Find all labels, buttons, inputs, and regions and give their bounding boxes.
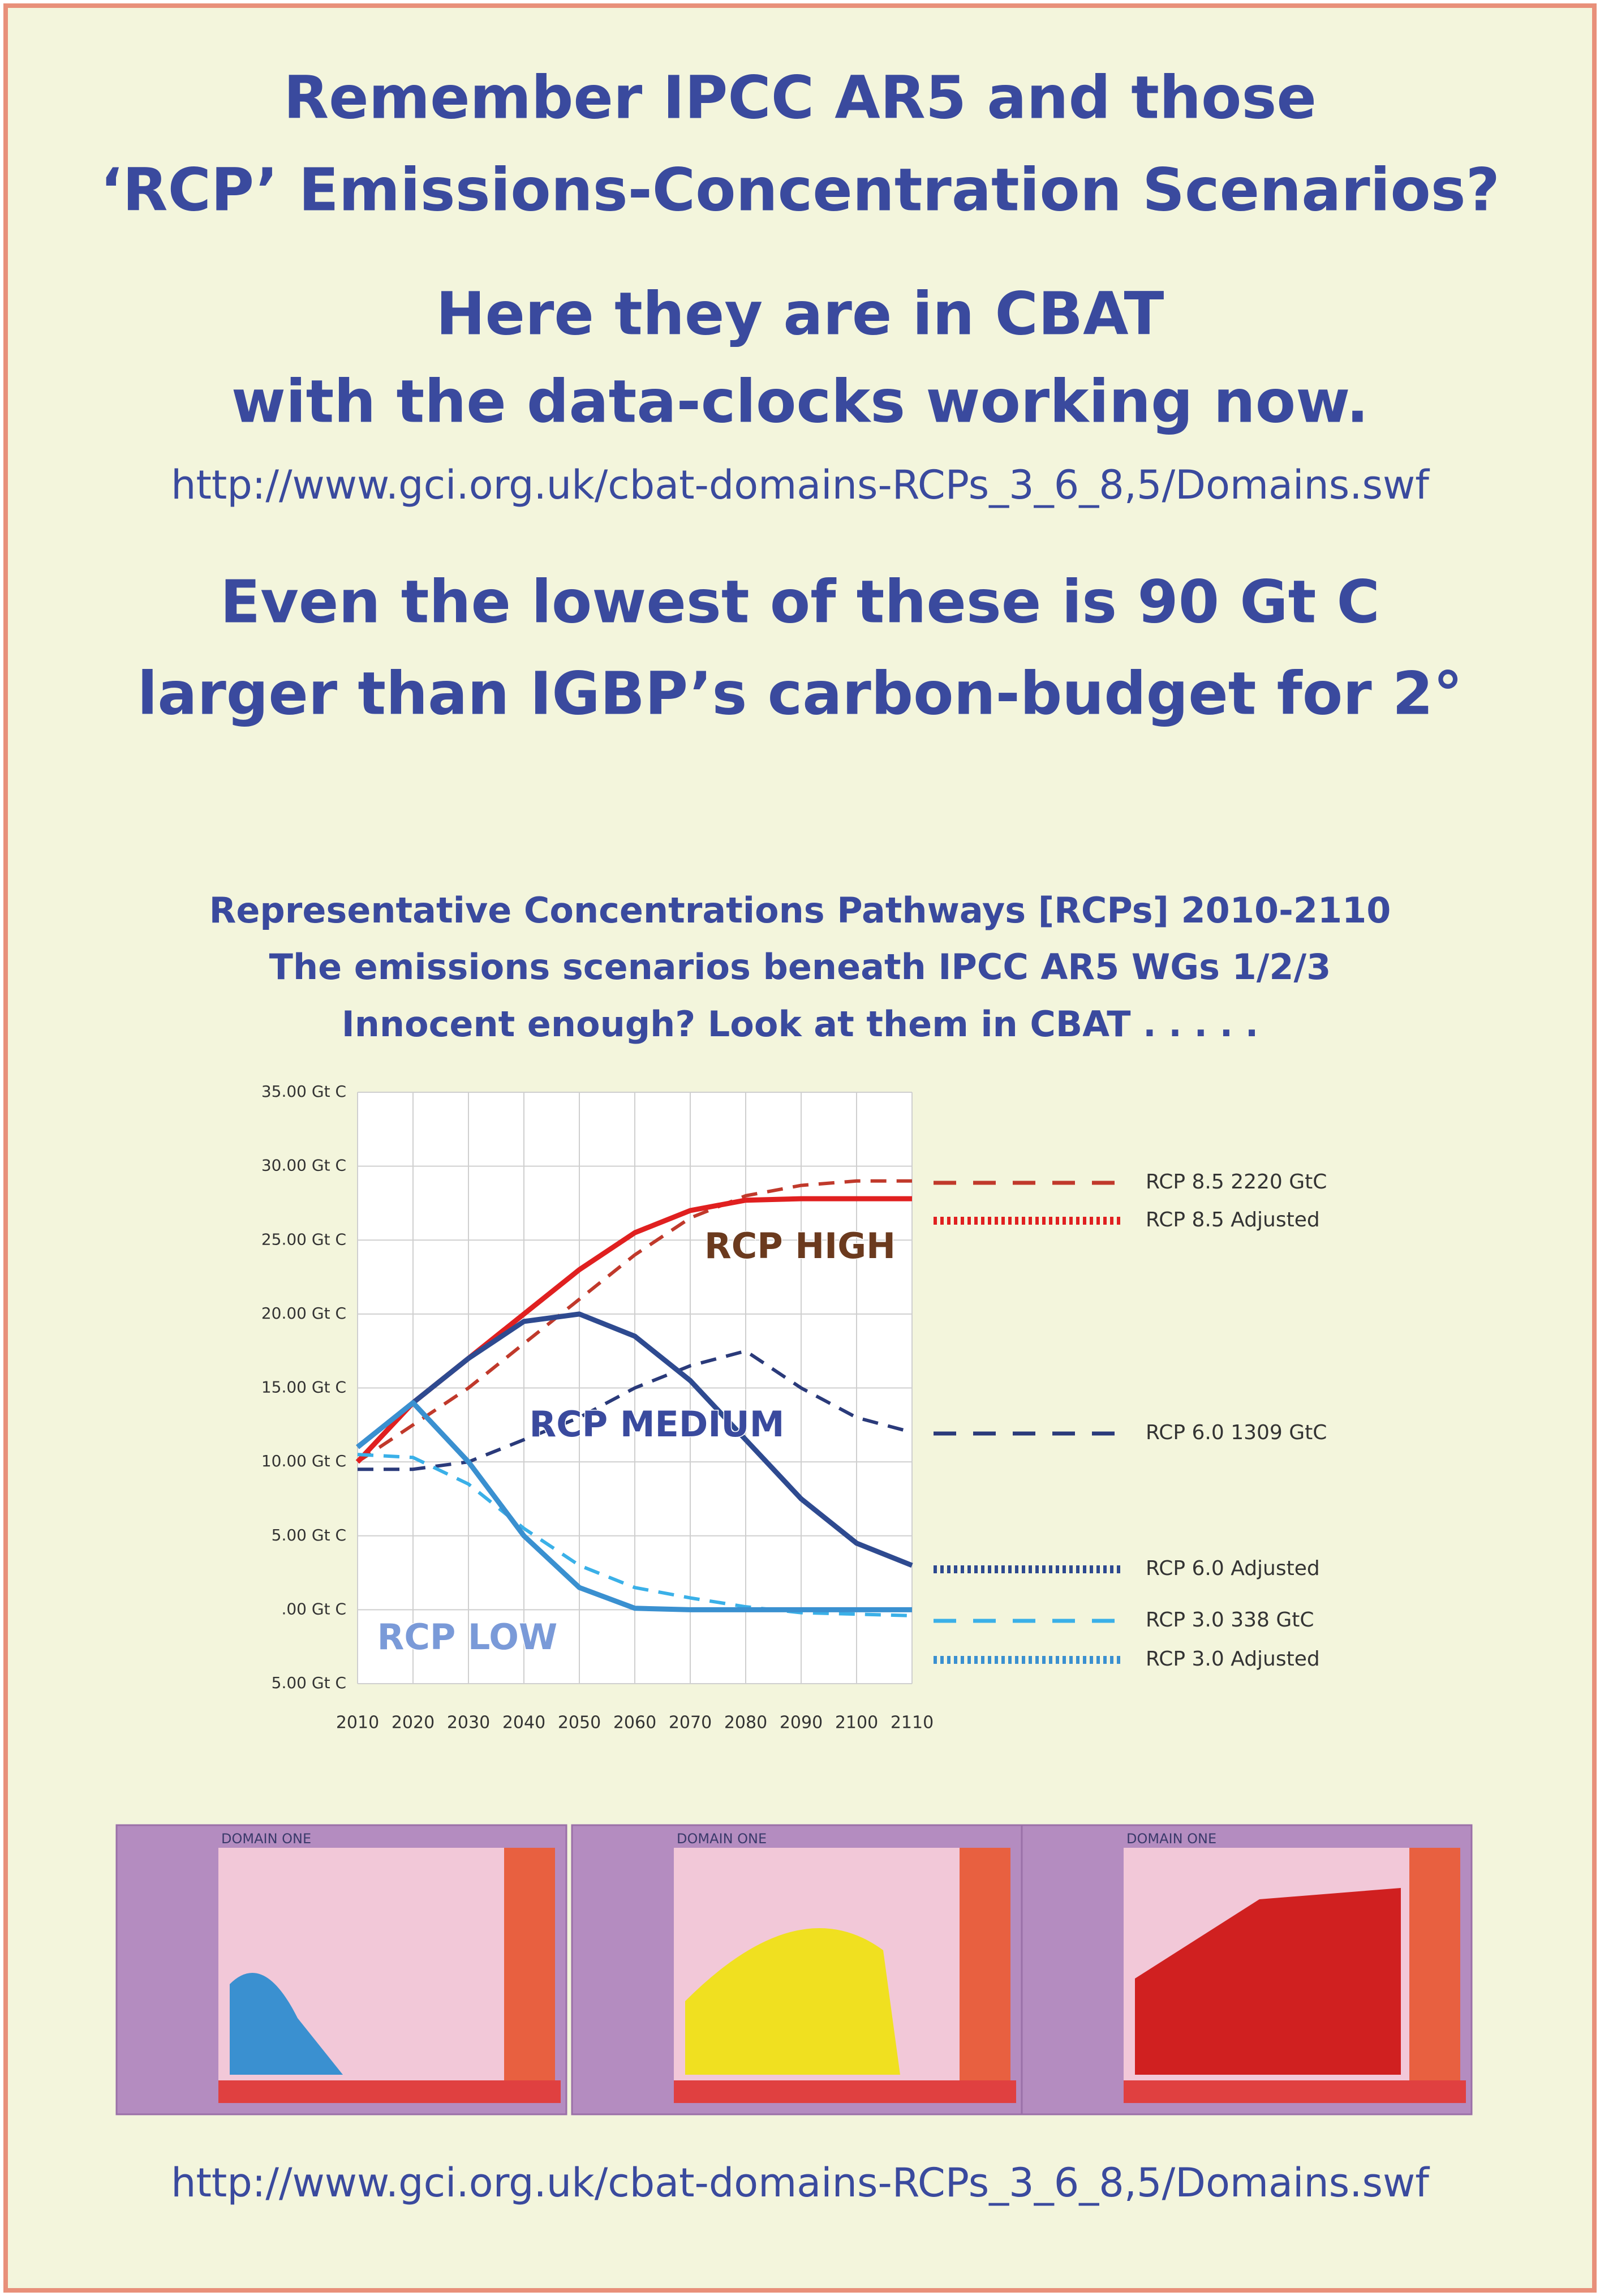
- chart-title: Innocent enough? Look at them in CBAT . …: [342, 1003, 1259, 1045]
- y-tick-label: 20.00 Gt C: [261, 1304, 346, 1323]
- heading: Remember IPCC AR5 and those: [283, 63, 1317, 132]
- x-tick-label: 2010: [336, 1713, 379, 1733]
- thumbnail-area: [1135, 1888, 1401, 2075]
- x-tick-label: 2050: [558, 1713, 601, 1733]
- thumbnail-area: [230, 1973, 343, 2075]
- thumbnail-side: [960, 1848, 1010, 2080]
- url: http://www.gci.org.uk/cbat-domains-RCPs_…: [171, 462, 1430, 508]
- x-tick-label: 2110: [891, 1713, 934, 1733]
- annotation: RCP LOW: [377, 1616, 558, 1658]
- chart-title: Representative Concentrations Pathways […: [209, 890, 1391, 931]
- y-tick-label: 35.00 Gt C: [261, 1082, 346, 1101]
- legend-label: RCP 8.5 Adjusted: [1146, 1208, 1320, 1231]
- y-tick-label: 25.00 Gt C: [261, 1230, 346, 1248]
- series-line: [356, 1400, 912, 1612]
- x-tick-label: 2090: [780, 1713, 823, 1733]
- annotation: RCP HIGH: [704, 1225, 896, 1267]
- x-tick-label: 2030: [447, 1713, 490, 1733]
- thumbnail-label: DOMAIN ONE: [677, 1831, 767, 1847]
- series-line: [358, 1349, 913, 1471]
- x-tick-label: 2080: [724, 1713, 767, 1733]
- annotation: RCP MEDIUM: [530, 1404, 785, 1445]
- heading: Here they are in CBAT: [436, 279, 1164, 348]
- legend-label: RCP 3.0 338 GtC: [1146, 1608, 1314, 1632]
- thumbnail-bar: [218, 2080, 561, 2103]
- thumbnail-bar: [1124, 2080, 1466, 2103]
- heading: larger than IGBP’s carbon-budget for 2°: [137, 659, 1463, 728]
- y-tick-label: 15.00 Gt C: [261, 1378, 346, 1397]
- url: http://www.gci.org.uk/cbat-domains-RCPs_…: [171, 2160, 1430, 2206]
- y-tick-label: .00 Gt C: [281, 1599, 346, 1618]
- x-tick-label: 2070: [669, 1713, 712, 1733]
- thumbnail-side: [504, 1848, 555, 2080]
- x-tick-label: 2100: [835, 1713, 878, 1733]
- y-tick-label: 5.00 Gt C: [272, 1673, 346, 1692]
- x-tick-label: 2040: [502, 1713, 545, 1733]
- thumbnail-area: [685, 1928, 900, 2075]
- series-line: [356, 1311, 913, 1568]
- y-tick-label: 10.00 Gt C: [261, 1452, 346, 1470]
- x-tick-label: 2060: [613, 1713, 656, 1733]
- series-line: [357, 1453, 913, 1617]
- thumbnail-label: DOMAIN ONE: [221, 1831, 311, 1847]
- legend-label: RCP 8.5 2220 GtC: [1146, 1170, 1327, 1194]
- x-tick-label: 2020: [392, 1713, 435, 1733]
- heading: ‘RCP’ Emissions-Concentration Scenarios?: [100, 155, 1500, 224]
- legend-label: RCP 3.0 Adjusted: [1146, 1647, 1320, 1671]
- heading: with the data-clocks working now.: [231, 367, 1369, 436]
- y-tick-label: 5.00 Gt C: [272, 1526, 346, 1544]
- y-tick-label: 30.00 Gt C: [261, 1156, 346, 1175]
- heading: Even the lowest of these is 90 Gt C: [220, 567, 1380, 636]
- thumbnail-bar: [674, 2080, 1016, 2103]
- legend-label: RCP 6.0 1309 GtC: [1146, 1421, 1327, 1444]
- series-line: [356, 1179, 912, 1464]
- thumbnail-label: DOMAIN ONE: [1126, 1831, 1216, 1847]
- thumbnail-side: [1409, 1848, 1460, 2080]
- chart-title: The emissions scenarios beneath IPCC AR5…: [269, 946, 1331, 988]
- legend-label: RCP 6.0 Adjusted: [1146, 1557, 1320, 1580]
